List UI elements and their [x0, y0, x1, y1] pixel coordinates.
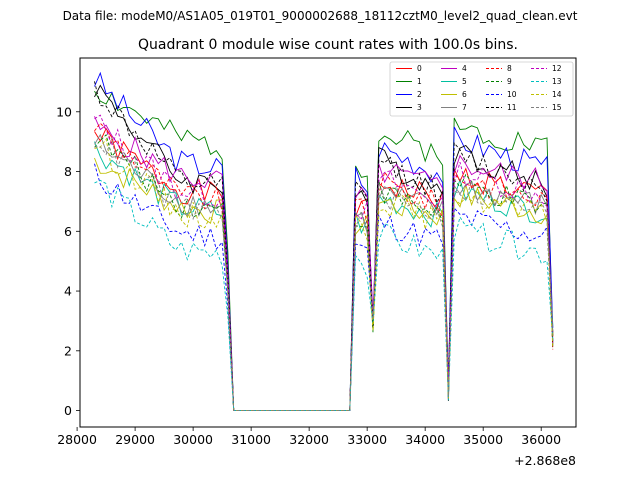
x-tick-label: 29000 — [115, 432, 155, 447]
series-line-2 — [94, 71, 554, 412]
x-axis-offset-label: +2.868e8 — [514, 453, 576, 468]
series-layer — [94, 71, 554, 412]
series-line-9 — [94, 134, 554, 412]
x-tick-label: 28000 — [57, 432, 97, 447]
x-tick-label: 32000 — [289, 432, 329, 447]
x-tick-label: 30000 — [173, 432, 213, 447]
y-tick-label: 2 — [64, 343, 72, 358]
series-line-6 — [94, 157, 554, 412]
legend-label-14: 14 — [552, 90, 562, 99]
axes-frame — [79, 57, 577, 428]
legend-label-3: 3 — [417, 103, 422, 112]
legend-label-10: 10 — [507, 90, 517, 99]
legend-label-1: 1 — [417, 77, 422, 86]
legend-label-11: 11 — [507, 103, 517, 112]
legend-box — [389, 61, 574, 117]
y-tick-label: 10 — [56, 104, 72, 119]
legend-label-6: 6 — [462, 90, 467, 99]
series-line-8 — [94, 122, 554, 412]
y-tick-label: 8 — [64, 164, 72, 179]
y-tick-label: 4 — [64, 284, 72, 299]
series-line-15 — [94, 136, 554, 412]
legend-label-0: 0 — [417, 64, 422, 73]
x-tick-label: 36000 — [521, 432, 561, 447]
y-tick-label: 6 — [64, 224, 72, 239]
legend-label-12: 12 — [552, 64, 562, 73]
series-line-14 — [94, 138, 554, 412]
x-tick-label: 35000 — [463, 432, 503, 447]
x-tick-label: 31000 — [231, 432, 271, 447]
chart-title: Quadrant 0 module wise count rates with … — [138, 37, 518, 53]
legend-label-13: 13 — [552, 77, 562, 86]
series-line-13 — [94, 179, 554, 412]
legend-label-7: 7 — [462, 103, 467, 112]
legend-label-9: 9 — [507, 77, 512, 86]
x-tick-label: 34000 — [405, 432, 445, 447]
plot-area: 28000 29000 30000 31000 32000 33000 34000 35000… — [56, 57, 577, 468]
series-line-7 — [94, 133, 554, 412]
x-tick-label: 33000 — [347, 432, 387, 447]
series-line-4 — [94, 116, 554, 412]
legend-label-15: 15 — [552, 103, 562, 112]
legend-label-8: 8 — [507, 64, 512, 73]
x-axis-ticks: 28000 29000 30000 31000 32000 33000 34000 35000… — [57, 427, 561, 447]
y-tick-label: 0 — [64, 403, 72, 418]
legend-label-4: 4 — [462, 64, 467, 73]
legend-label-2: 2 — [417, 90, 422, 99]
series-line-3 — [94, 84, 554, 412]
series-line-1 — [94, 90, 554, 412]
series-line-0 — [94, 127, 554, 412]
y-axis-ticks: 0 2 4 6 8 10 — [56, 104, 80, 418]
legend-label-5: 5 — [462, 77, 467, 86]
figure-suptitle: Data file: modeM0/AS1A05_019T01_90000026… — [63, 9, 578, 23]
series-line-11 — [94, 81, 554, 412]
